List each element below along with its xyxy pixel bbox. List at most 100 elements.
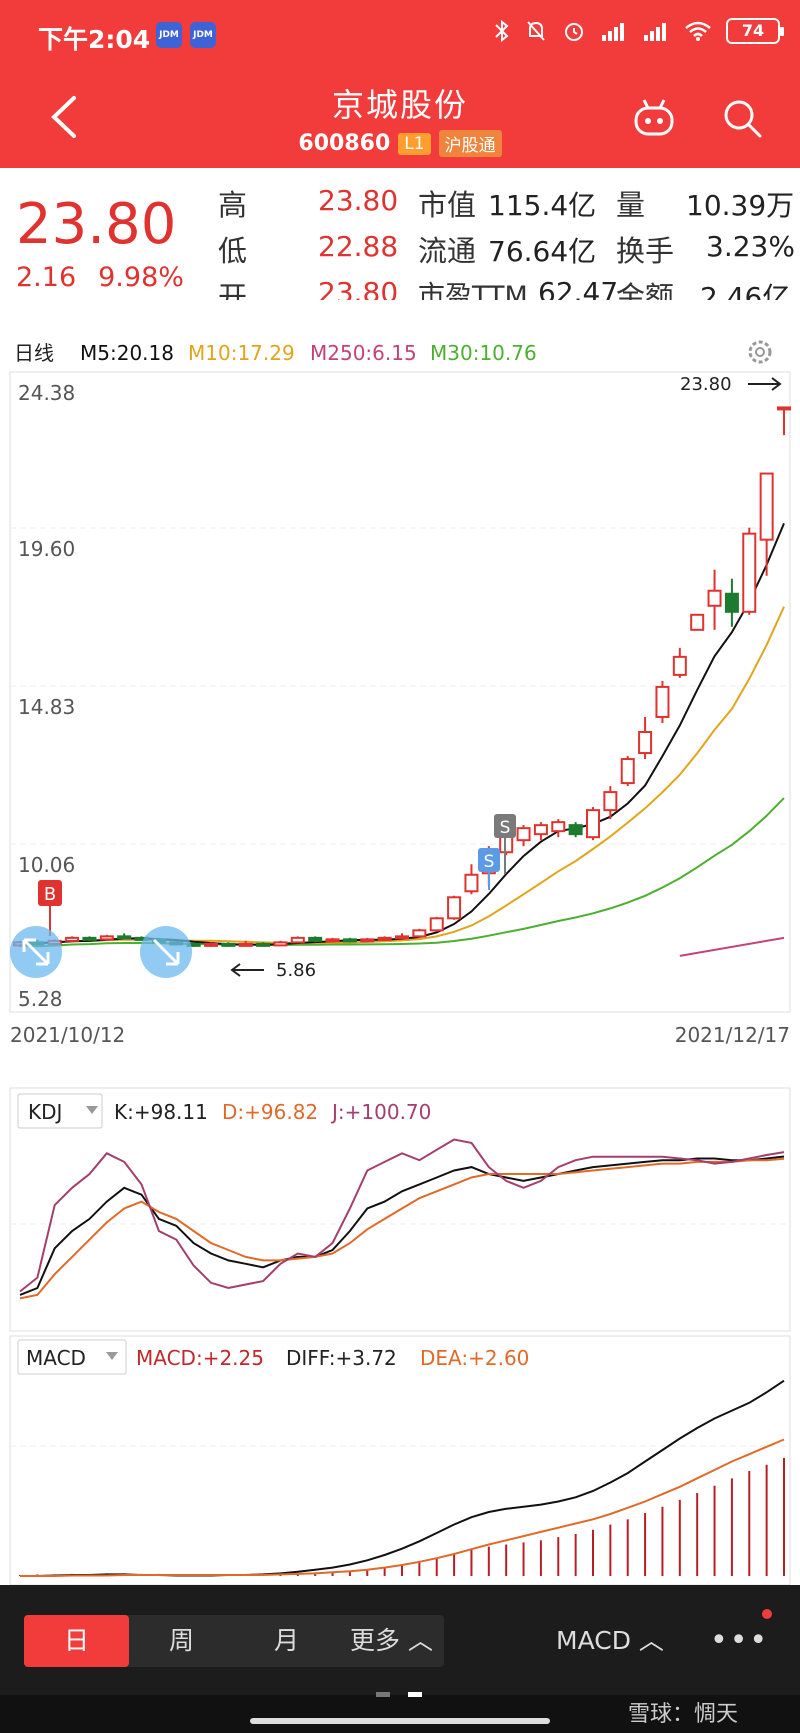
candle-body [395, 935, 409, 940]
candle-body [325, 938, 340, 943]
candle-body [690, 613, 705, 631]
macd-value: MACD:+2.25 [136, 1346, 264, 1370]
y-tick: 14.83 [18, 695, 75, 719]
candle-body [568, 824, 583, 836]
buy-marker-label: B [44, 884, 56, 905]
macd-diff-value: DIFF:+3.72 [286, 1346, 397, 1370]
candle-body [65, 936, 80, 942]
candle-body [533, 824, 548, 836]
candle [568, 822, 583, 838]
tab-more[interactable]: 更多 ︿ [350, 1626, 433, 1655]
candle [290, 936, 305, 944]
shrink-icon[interactable] [140, 926, 192, 978]
kdj-selector-label: KDJ [28, 1100, 62, 1124]
mute-bell-icon [527, 21, 545, 41]
alarm-icon [565, 23, 583, 41]
sell-marker[interactable]: S [494, 814, 516, 874]
back-button[interactable] [44, 92, 84, 142]
start-date: 2021/10/12 [10, 1023, 125, 1047]
candle [221, 942, 236, 947]
turnover-value: 3.23% [706, 230, 795, 263]
candle-body [308, 936, 323, 942]
candle [533, 822, 548, 841]
expand-icon[interactable] [10, 926, 62, 978]
header: 下午2:04 JDM JDM 74 京城股份 600860 L1 沪股通 [0, 0, 800, 168]
page-indicator [376, 1692, 422, 1697]
change-percent: 9.98% [98, 262, 184, 293]
tab-week[interactable]: 周 [168, 1626, 194, 1655]
more-menu-button[interactable]: ••• [710, 1623, 770, 1658]
end-date: 2021/12/17 [675, 1023, 790, 1047]
gesture-area [0, 1695, 800, 1733]
candle [429, 916, 444, 932]
sell-marker-label: S [500, 818, 511, 838]
kdj-j-line [19, 1138, 785, 1293]
turnover-label: 换手 [616, 234, 675, 268]
candle [342, 937, 357, 943]
candle [672, 647, 687, 678]
candle-body [360, 938, 375, 943]
status-bar: 下午2:04 JDM JDM 74 [0, 0, 800, 72]
candle-body [655, 685, 670, 718]
candle-body [620, 758, 635, 785]
macd-panel [9, 1335, 791, 1585]
candle [759, 472, 774, 576]
app-badge-icon: JDM [156, 22, 182, 48]
candle [777, 406, 791, 436]
candle [447, 895, 462, 920]
buy-marker[interactable]: B [38, 880, 62, 936]
kline-chart[interactable]: 日线 M5:20.18 M10:17.29 M250:6.15 M30:10.7… [0, 300, 800, 1585]
robot-assistant-icon[interactable] [630, 96, 678, 140]
candle [707, 569, 722, 630]
status-icons: 74 [494, 18, 784, 44]
candle-body [672, 655, 687, 676]
macd-dea-line [20, 1438, 785, 1577]
home-indicator[interactable] [250, 1718, 550, 1724]
candle-body [551, 821, 566, 833]
candle [551, 819, 566, 838]
watermark: 雪球：惆天 [628, 1702, 739, 1727]
y-axis: 24.38 19.60 14.83 10.06 5.28 [18, 381, 75, 1011]
candle [377, 936, 392, 941]
macd-lines [20, 1379, 785, 1577]
macd-selector[interactable]: MACD [17, 1339, 127, 1375]
notification-dot [762, 1609, 772, 1619]
kdj-d-line [19, 1157, 785, 1300]
last-price: 23.80 [16, 192, 177, 257]
low-label: 低 [218, 234, 248, 268]
ma10-legend: M10:17.29 [188, 341, 295, 365]
kdj-selector[interactable]: KDJ [17, 1093, 103, 1129]
indicator-button[interactable]: MACD ︿ [556, 1626, 664, 1655]
candle-body [82, 936, 97, 941]
wifi-icon [685, 21, 711, 41]
tab-month[interactable]: 月 [273, 1626, 299, 1655]
candlesticks [13, 406, 791, 947]
volume-value: 10.39万 [686, 189, 795, 222]
sell-marker[interactable]: S [478, 848, 500, 890]
tab-day[interactable]: 日 [24, 1615, 129, 1667]
candle [395, 933, 409, 940]
candle [586, 807, 600, 841]
candle [273, 940, 288, 947]
ma250-line [679, 936, 785, 957]
kdj-d-value: D:+96.82 [222, 1100, 318, 1124]
candle [82, 936, 97, 941]
candle-body [516, 827, 531, 842]
signal-icon [644, 23, 666, 41]
search-icon[interactable] [720, 96, 764, 140]
connect-tag[interactable]: 沪股通 [438, 130, 502, 157]
float-cap-label: 流通 [418, 234, 477, 268]
candle [204, 942, 218, 947]
candle [603, 786, 618, 820]
candle [238, 940, 253, 947]
chart-settings-icon[interactable] [748, 340, 772, 364]
status-time: 下午2:04 [38, 25, 151, 54]
change-amount: 2.16 [16, 262, 77, 293]
candle [99, 934, 114, 941]
candle-body [447, 896, 462, 920]
bluetooth-icon [495, 19, 509, 43]
stock-code: 600860 [298, 131, 391, 156]
app-badge-icon: JDM [190, 22, 216, 48]
candle-body [117, 935, 132, 940]
